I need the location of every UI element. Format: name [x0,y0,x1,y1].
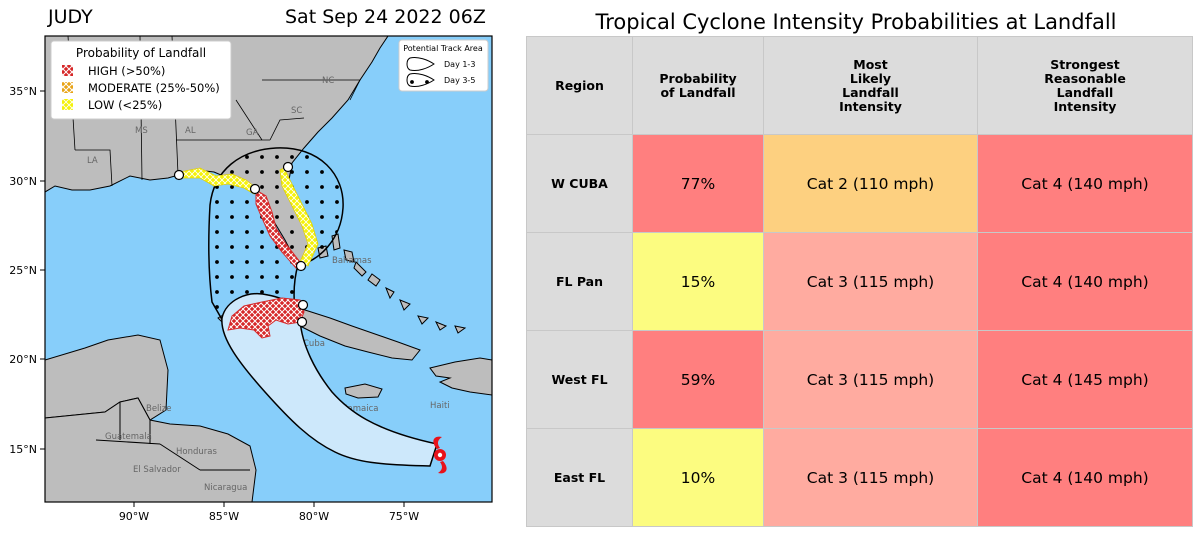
hispaniola-island [429,357,492,396]
label-nc: NC [322,76,334,86]
legend-swatch-high [62,65,73,76]
lon-label: 90°W [119,510,149,523]
day13-swatch [406,57,435,71]
table-row: West FL 59% Cat 3 (115 mph) Cat 4 (145 mph) [526,330,1193,429]
likely-intensity-cell: Cat 2 (110 mph) [763,134,978,233]
probability-cell: 77% [632,134,764,233]
advisory-time: Sat Sep 24 2022 06Z [285,6,486,28]
probability-cell: 59% [632,330,764,429]
likely-intensity-cell: Cat 3 (115 mph) [763,428,978,527]
header-strongest-intensity: Strongest Reasonable Landfall Intensity [977,36,1193,135]
table-title: Tropical Cyclone Intensity Probabilities… [595,10,1117,34]
high-prob-cuba [227,297,305,339]
lon-label: 80°W [299,510,329,523]
label-honduras: Honduras [176,447,217,457]
label-cuba: Cuba [303,339,325,349]
label-jamaica: Jamaica [344,404,378,414]
intensity-table: Region Probability of Landfall Most Like… [526,36,1193,527]
legend-title: Probability of Landfall [76,46,206,60]
track-legend-day13: Day 1-3 [444,60,475,69]
header-region: Region [526,36,633,135]
legend-swatch-low [62,99,73,110]
header-probability: Probability of Landfall [632,36,764,135]
label-ms: MS [135,126,148,136]
lon-label: 85°W [209,510,239,523]
legend-label-low: LOW (<25%) [88,98,162,112]
label-ga: GA [246,128,259,138]
lat-label: 35°N [9,85,37,98]
landfall-markers [173,161,309,328]
lat-label: 25°N [9,264,37,277]
probability-legend: Probability of Landfall HIGH (>50%) MODE… [50,40,232,120]
label-belize: Belize [146,404,171,414]
lon-label: 75°W [389,510,419,523]
strongest-intensity-cell: Cat 4 (140 mph) [977,428,1193,527]
strongest-intensity-cell: Cat 4 (140 mph) [977,232,1193,331]
table-row: FL Pan 15% Cat 3 (115 mph) Cat 4 (140 mph) [526,232,1193,331]
hurricane-icon [433,436,447,474]
label-nicaragua: Nicaragua [204,483,247,493]
strongest-intensity-cell: Cat 4 (140 mph) [977,134,1193,233]
track-legend: Potential Track Area Day 1-3 Day 3-5 [398,39,489,92]
table-row: East FL 10% Cat 3 (115 mph) Cat 4 (140 mph) [526,428,1193,527]
label-el-salvador: El Salvador [133,465,181,475]
lat-label: 20°N [9,353,37,366]
day35-swatch [406,73,435,87]
header-likely-intensity: Most Likely Landfall Intensity [763,36,978,135]
storm-name: JUDY [48,6,93,28]
probability-cell: 15% [632,232,764,331]
legend-swatch-moderate [62,82,73,93]
label-sc: SC [291,106,302,116]
lat-label: 30°N [9,175,37,188]
table-row: W CUBA 77% Cat 2 (110 mph) Cat 4 (140 mph) [526,134,1193,233]
day-1-3-cone [221,293,438,467]
landfall-map: NC SC GA AL MS LA Bahamas Cuba Jamaica H… [9,35,493,523]
label-la: LA [87,156,98,166]
region-cell: W CUBA [526,134,633,233]
probability-cell: 10% [632,428,764,527]
label-guatemala: Guatemala [105,432,152,442]
legend-label-high: HIGH (>50%) [88,64,165,78]
region-cell: FL Pan [526,232,633,331]
label-al: AL [185,126,196,136]
likely-intensity-cell: Cat 3 (115 mph) [763,232,978,331]
track-legend-day35: Day 3-5 [444,76,475,85]
likely-intensity-cell: Cat 3 (115 mph) [763,330,978,429]
legend-label-moderate: MODERATE (25%-50%) [88,81,220,95]
label-haiti: Haiti [430,401,450,411]
lat-label: 15°N [9,443,37,456]
label-bahamas: Bahamas [332,256,372,266]
region-cell: East FL [526,428,633,527]
strongest-intensity-cell: Cat 4 (145 mph) [977,330,1193,429]
track-legend-title: Potential Track Area [403,44,483,53]
region-cell: West FL [526,330,633,429]
map-frame [44,35,493,503]
jamaica-island [344,383,383,399]
